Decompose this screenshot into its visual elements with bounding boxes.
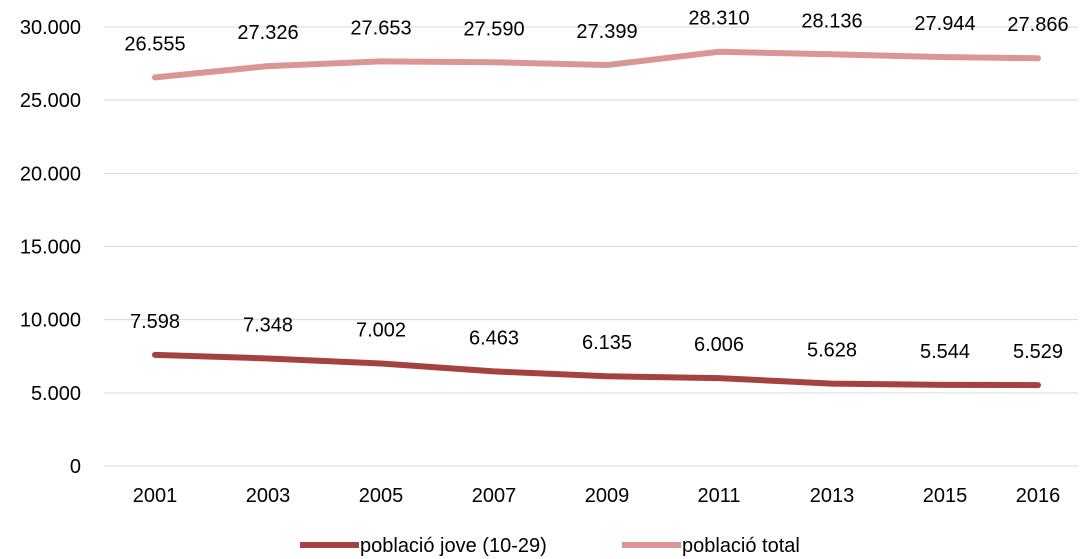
series-line-poblacio-total (152, 48, 1041, 81)
y-tick-label: 20.000 (20, 163, 81, 185)
data-label: 27.399 (576, 21, 637, 43)
y-tick-label: 10.000 (20, 310, 81, 332)
data-labels: 7.598 7.348 7.002 6.463 6.135 6.006 5.628 5.544… (124, 8, 1068, 363)
data-label: 28.136 (801, 10, 862, 32)
series-line-poblacio-jove (152, 351, 1041, 389)
data-label: 6.463 (469, 327, 519, 349)
legend-label: població total (682, 535, 800, 557)
y-tick-label: 5.000 (31, 383, 81, 405)
y-tick-label: 0 (70, 456, 81, 478)
x-tick-label: 2011 (697, 485, 740, 507)
y-tick-label: 15.000 (20, 237, 81, 259)
data-label: 5.529 (1013, 341, 1063, 363)
x-tick-label: 2016 (1016, 485, 1061, 507)
x-tick-label: 2015 (923, 485, 968, 507)
data-label: 5.544 (920, 341, 970, 363)
legend: població jove (10-29) població total (300, 535, 800, 557)
data-label: 26.555 (124, 33, 185, 55)
x-tick-label: 2009 (585, 485, 630, 507)
data-label: 28.310 (688, 8, 749, 30)
data-label: 6.006 (694, 334, 744, 356)
y-tick-label: 30.000 (20, 17, 81, 39)
x-tick-label: 2007 (472, 485, 517, 507)
data-label: 27.326 (237, 22, 298, 44)
data-label: 7.598 (130, 311, 180, 333)
data-label: 7.348 (243, 314, 293, 336)
axis-labels: 0 5.000 10.000 15.000 20.000 25.000 30.000 2001… (20, 17, 1060, 507)
data-label: 5.628 (807, 340, 857, 362)
data-label: 27.866 (1007, 14, 1068, 36)
data-label: 27.944 (914, 13, 975, 35)
x-tick-label: 2005 (359, 485, 404, 507)
x-tick-label: 2003 (246, 485, 291, 507)
data-label: 7.002 (356, 320, 406, 342)
gridlines (104, 26, 1078, 467)
data-label: 27.590 (463, 18, 524, 40)
x-tick-label: 2013 (810, 485, 855, 507)
legend-label: població jove (10-29) (360, 535, 547, 557)
data-label: 27.653 (350, 17, 411, 39)
series-lines (152, 48, 1041, 389)
data-label: 6.135 (582, 332, 632, 354)
x-tick-label: 2001 (133, 485, 178, 507)
y-tick-label: 25.000 (20, 90, 81, 112)
